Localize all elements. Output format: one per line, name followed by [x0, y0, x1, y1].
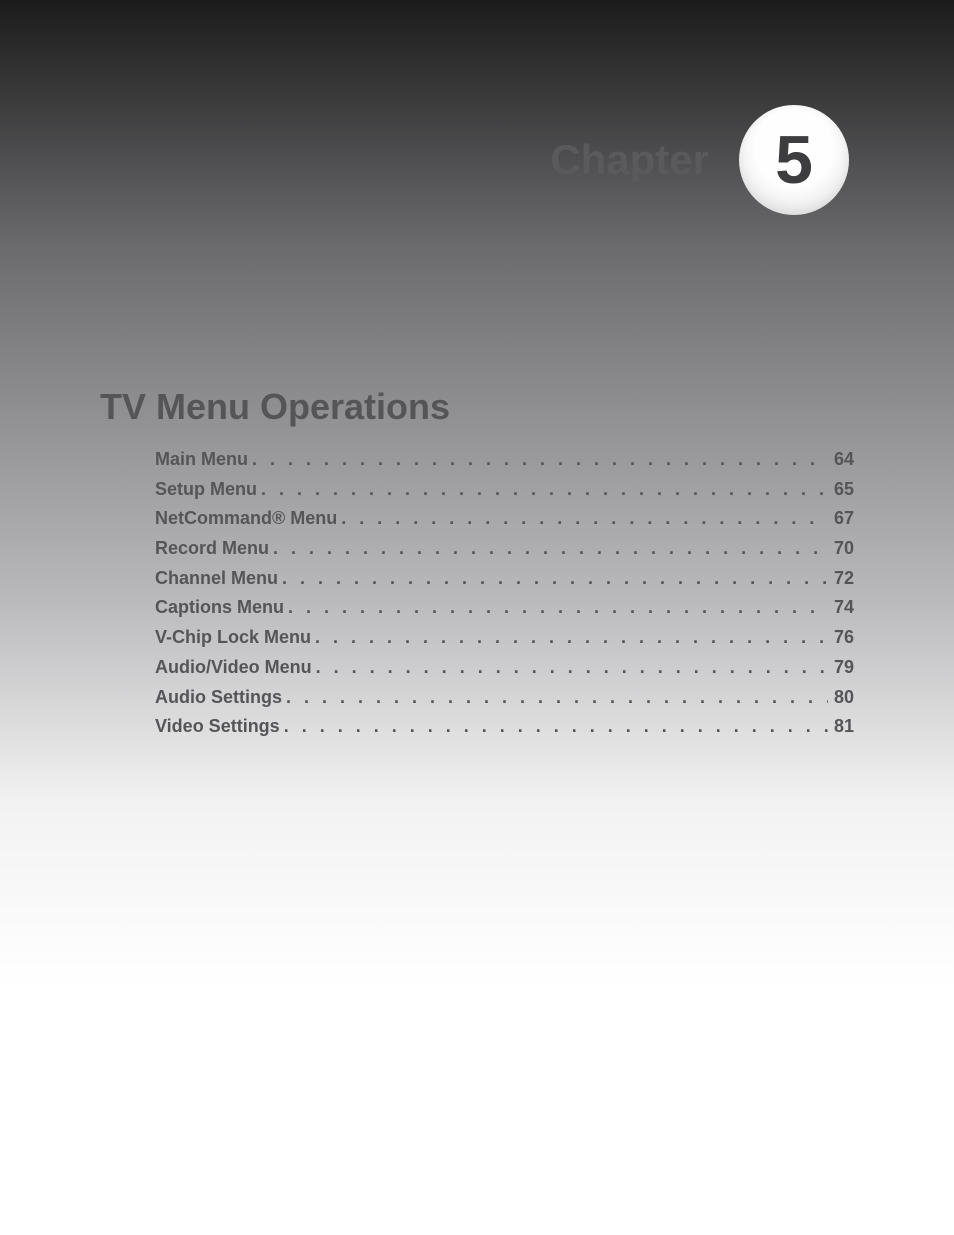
toc-label: Record Menu — [155, 534, 269, 564]
toc-leader — [278, 564, 828, 594]
toc-row: Captions Menu 74 — [155, 593, 854, 623]
toc-label: Captions Menu — [155, 593, 284, 623]
chapter-label: Chapter — [550, 136, 709, 184]
toc-row: V-Chip Lock Menu 76 — [155, 623, 854, 653]
toc-row: Audio/Video Menu 79 — [155, 653, 854, 683]
toc-row: Setup Menu 65 — [155, 475, 854, 505]
toc-leader — [312, 653, 828, 683]
toc-leader — [311, 623, 828, 653]
toc-page: 67 — [828, 504, 854, 534]
toc-leader — [337, 504, 828, 534]
page: Chapter 5 TV Menu Operations Main Menu 6… — [0, 0, 954, 1235]
toc-row: NetCommand® Menu 67 — [155, 504, 854, 534]
toc-page: 72 — [828, 564, 854, 594]
toc-leader — [280, 712, 828, 742]
toc-row: Record Menu 70 — [155, 534, 854, 564]
toc-row: Channel Menu 72 — [155, 564, 854, 594]
toc-page: 65 — [828, 475, 854, 505]
toc-row: Main Menu 64 — [155, 445, 854, 475]
section-title: TV Menu Operations — [100, 386, 450, 428]
toc-page: 74 — [828, 593, 854, 623]
toc-label: Main Menu — [155, 445, 248, 475]
toc-page: 79 — [828, 653, 854, 683]
toc-label: NetCommand® Menu — [155, 504, 337, 534]
toc-row: Video Settings 81 — [155, 712, 854, 742]
toc-label: Channel Menu — [155, 564, 278, 594]
chapter-number: 5 — [775, 126, 813, 194]
toc-page: 80 — [828, 683, 854, 713]
toc-row: Audio Settings 80 — [155, 683, 854, 713]
toc-leader — [282, 683, 828, 713]
chapter-header: Chapter 5 — [550, 105, 849, 215]
toc-leader — [284, 593, 828, 623]
toc-label: Video Settings — [155, 712, 280, 742]
toc-page: 70 — [828, 534, 854, 564]
toc-leader — [257, 475, 828, 505]
toc-label: Audio Settings — [155, 683, 282, 713]
chapter-badge: 5 — [739, 105, 849, 215]
toc-list: Main Menu 64 Setup Menu 65 NetCommand® M… — [155, 445, 854, 742]
toc-page: 64 — [828, 445, 854, 475]
toc-page: 81 — [828, 712, 854, 742]
toc-label: V-Chip Lock Menu — [155, 623, 311, 653]
toc-label: Setup Menu — [155, 475, 257, 505]
toc-leader — [248, 445, 828, 475]
toc-label: Audio/Video Menu — [155, 653, 312, 683]
toc-leader — [269, 534, 828, 564]
toc-page: 76 — [828, 623, 854, 653]
